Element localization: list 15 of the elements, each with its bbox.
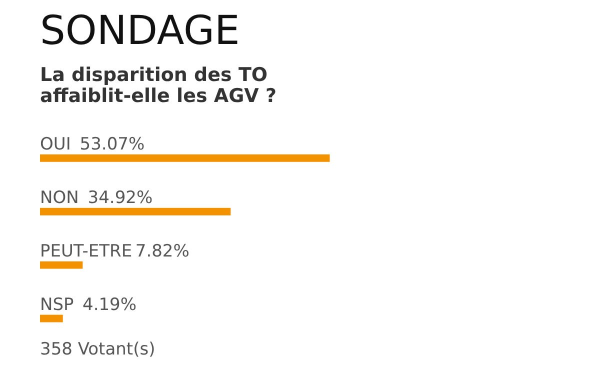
data-label: 7.82% xyxy=(135,242,190,262)
chart-subtitle: La disparition des TO affaiblit-elle les AGV ? xyxy=(40,64,277,107)
y-tick-label: NON xyxy=(40,188,79,208)
bar xyxy=(40,261,83,269)
text: 358 Votant(s) xyxy=(40,340,156,360)
bar xyxy=(40,314,63,322)
y-tick-label: OUI xyxy=(40,134,71,155)
bar xyxy=(40,154,330,162)
data-label: 53.07% xyxy=(80,134,145,155)
bar xyxy=(40,208,231,216)
y-tick-label: PEUT-ETRE xyxy=(40,242,132,262)
data-label: 34.92% xyxy=(88,188,153,208)
data-label: 4.19% xyxy=(82,295,137,316)
y-tick-label: NSP xyxy=(40,295,74,316)
chart-title: SONDAGE xyxy=(40,8,240,54)
